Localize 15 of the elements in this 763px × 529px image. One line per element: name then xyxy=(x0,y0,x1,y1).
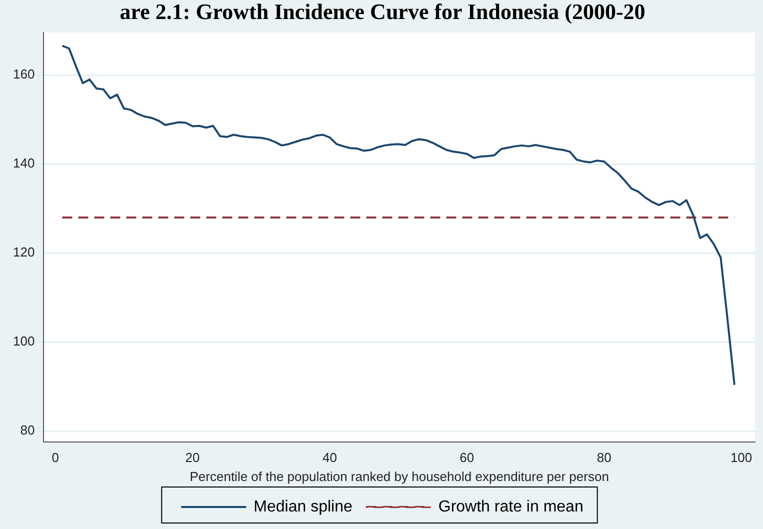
legend-label: Growth rate in mean xyxy=(438,498,584,516)
y-tick-label: 100 xyxy=(12,334,35,349)
x-axis-title: Percentile of the population ranked by household expenditure per person xyxy=(190,468,609,484)
y-tick-label: 160 xyxy=(12,66,35,82)
x-tick-label: 0 xyxy=(52,450,59,466)
y-tick-label: 80 xyxy=(20,422,35,438)
y-tick-label: 140 xyxy=(12,156,35,171)
chart-title: are 2.1: Growth Incidence Curve for Indonesia (2000-20 xyxy=(120,0,646,24)
x-tick-label: 100 xyxy=(730,450,752,466)
x-tick-label: 40 xyxy=(322,450,337,466)
x-tick-label: 20 xyxy=(185,450,200,466)
x-tick-label: 60 xyxy=(460,450,474,466)
y-tick-label: 120 xyxy=(12,244,35,260)
legend-label: Median spline xyxy=(254,498,352,516)
x-tick-label: 80 xyxy=(596,450,612,466)
